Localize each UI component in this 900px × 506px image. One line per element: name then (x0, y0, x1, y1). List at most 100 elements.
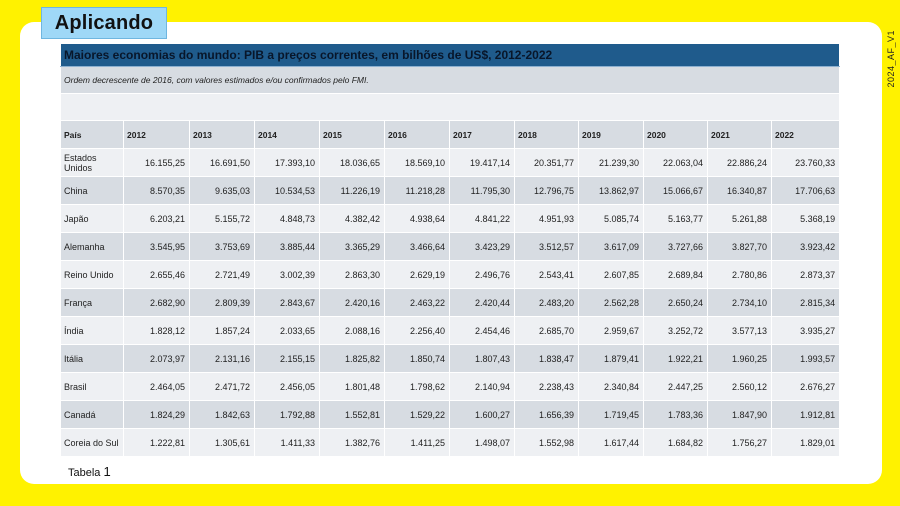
gdp-value-cell: 5.163,77 (643, 204, 708, 233)
gdp-value-cell: 1.850,74 (384, 344, 450, 373)
gdp-value-cell: 2.238,43 (514, 372, 579, 401)
gdp-value-cell: 1.857,24 (189, 316, 255, 345)
gdp-value-cell: 1.411,33 (254, 428, 320, 457)
gdp-value-cell: 5.368,19 (770, 204, 841, 233)
gdp-value-cell: 2.629,19 (384, 260, 450, 289)
gdp-value-cell: 3.885,44 (254, 232, 320, 261)
gdp-value-cell: 17.706,63 (770, 176, 841, 205)
gdp-table-container: Maiores economias do mundo: PIB a preços… (59, 43, 841, 457)
gdp-value-cell: 4.951,93 (514, 204, 579, 233)
gdp-value-cell: 18.036,65 (319, 148, 385, 177)
gdp-value-cell: 2.780,86 (707, 260, 772, 289)
country-cell: Índia (60, 316, 124, 345)
gdp-value-cell: 2.033,65 (254, 316, 320, 345)
gdp-value-cell: 3.423,29 (449, 232, 515, 261)
gdp-value-cell: 2.734,10 (707, 288, 772, 317)
gdp-value-cell: 13.862,97 (578, 176, 644, 205)
caption-number: 1 (103, 464, 111, 479)
gdp-value-cell: 1.222,81 (123, 428, 190, 457)
gdp-value-cell: 1.842,63 (189, 400, 255, 429)
gdp-value-cell: 4.382,42 (319, 204, 385, 233)
gdp-value-cell: 2.073,97 (123, 344, 190, 373)
gdp-value-cell: 5.261,88 (707, 204, 772, 233)
gdp-value-cell: 1.552,81 (319, 400, 385, 429)
gdp-value-cell: 11.795,30 (449, 176, 515, 205)
gdp-value-cell: 1.807,43 (449, 344, 515, 373)
gdp-value-cell: 2.562,28 (578, 288, 644, 317)
gdp-value-cell: 1.783,36 (643, 400, 708, 429)
gdp-value-cell: 1.617,44 (578, 428, 644, 457)
gdp-value-cell: 3.617,09 (578, 232, 644, 261)
gdp-value-cell: 22.063,04 (643, 148, 708, 177)
table-row: China 8.570,35 9.635,03 10.534,53 11.226,19 1… (60, 176, 841, 205)
gdp-value-cell: 1.879,41 (578, 344, 644, 373)
gdp-value-cell: 8.570,35 (123, 176, 190, 205)
table-header-row: País 2012 2013 2014 2015 2016 2017 2018 2019 2020… (60, 120, 841, 149)
gdp-value-cell: 2.088,16 (319, 316, 385, 345)
country-cell: Alemanha (60, 232, 124, 261)
table-row: Coreia do Sul 1.222,81 1.305,61 1.411,33 1.3… (60, 428, 841, 457)
gdp-value-cell: 3.727,66 (643, 232, 708, 261)
gdp-value-cell: 2.454,46 (449, 316, 515, 345)
table-row: Índia 1.828,12 1.857,24 2.033,65 2.088,16 2.2… (60, 316, 841, 345)
gdp-value-cell: 1.801,48 (319, 372, 385, 401)
gdp-value-cell: 1.719,45 (578, 400, 644, 429)
header-year: 2017 (449, 120, 515, 149)
gdp-value-cell: 4.841,22 (449, 204, 515, 233)
gdp-value-cell: 2.483,20 (514, 288, 579, 317)
gdp-value-cell: 2.721,49 (189, 260, 255, 289)
gdp-value-cell: 9.635,03 (189, 176, 255, 205)
header-year: 2014 (254, 120, 320, 149)
gdp-value-cell: 2.689,84 (643, 260, 708, 289)
gdp-value-cell: 1.411,25 (384, 428, 450, 457)
gdp-value-cell: 19.417,14 (449, 148, 515, 177)
table-row: Itália 2.073,97 2.131,16 2.155,15 1.825,82 1.… (60, 344, 841, 373)
gdp-value-cell: 18.569,10 (384, 148, 450, 177)
gdp-value-cell: 20.351,77 (514, 148, 579, 177)
gdp-value-cell: 16.155,25 (123, 148, 190, 177)
gdp-value-cell: 2.815,34 (770, 288, 841, 317)
gdp-value-cell: 2.863,30 (319, 260, 385, 289)
gdp-value-cell: 10.534,53 (254, 176, 320, 205)
country-cell: Canadá (60, 400, 124, 429)
gdp-value-cell: 2.543,41 (514, 260, 579, 289)
header-year: 2020 (643, 120, 708, 149)
gdp-value-cell: 1.960,25 (707, 344, 772, 373)
gdp-value-cell: 1.838,47 (514, 344, 579, 373)
gdp-value-cell: 16.340,87 (707, 176, 772, 205)
gdp-value-cell: 2.496,76 (449, 260, 515, 289)
gdp-value-cell: 2.155,15 (254, 344, 320, 373)
gdp-value-cell: 2.463,22 (384, 288, 450, 317)
gdp-value-cell: 6.203,21 (123, 204, 190, 233)
gdp-value-cell: 1.829,01 (770, 428, 841, 457)
gdp-value-cell: 3.002,39 (254, 260, 320, 289)
header-year: 2013 (189, 120, 255, 149)
gdp-value-cell: 1.529,22 (384, 400, 450, 429)
gdp-value-cell: 5.085,74 (578, 204, 644, 233)
gdp-value-cell: 1.552,98 (514, 428, 579, 457)
gdp-value-cell: 2.560,12 (707, 372, 772, 401)
gdp-value-cell: 1.305,61 (189, 428, 255, 457)
header-year: 2012 (123, 120, 190, 149)
gdp-value-cell: 3.827,70 (707, 232, 772, 261)
gdp-value-cell: 2.456,05 (254, 372, 320, 401)
gdp-value-cell: 22.886,24 (707, 148, 772, 177)
gdp-value-cell: 2.420,16 (319, 288, 385, 317)
table-title: Maiores economias do mundo: PIB a preços… (59, 43, 841, 67)
gdp-value-cell: 21.239,30 (578, 148, 644, 177)
header-country: País (60, 120, 124, 149)
gdp-value-cell: 3.466,64 (384, 232, 450, 261)
gdp-value-cell: 2.676,27 (770, 372, 841, 401)
gdp-value-cell: 4.848,73 (254, 204, 320, 233)
gdp-value-cell: 3.512,57 (514, 232, 579, 261)
gdp-value-cell: 2.682,90 (123, 288, 190, 317)
table-row: Brasil 2.464,05 2.471,72 2.456,05 1.801,48 1.… (60, 372, 841, 401)
gdp-value-cell: 1.792,88 (254, 400, 320, 429)
gdp-value-cell: 3.753,69 (189, 232, 255, 261)
header-year: 2022 (770, 120, 841, 149)
table-row: Japão 6.203,21 5.155,72 4.848,73 4.382,42 4.9… (60, 204, 841, 233)
gdp-value-cell: 1.382,76 (319, 428, 385, 457)
gdp-value-cell: 1.847,90 (707, 400, 772, 429)
country-cell: França (60, 288, 124, 317)
header-year: 2018 (514, 120, 579, 149)
